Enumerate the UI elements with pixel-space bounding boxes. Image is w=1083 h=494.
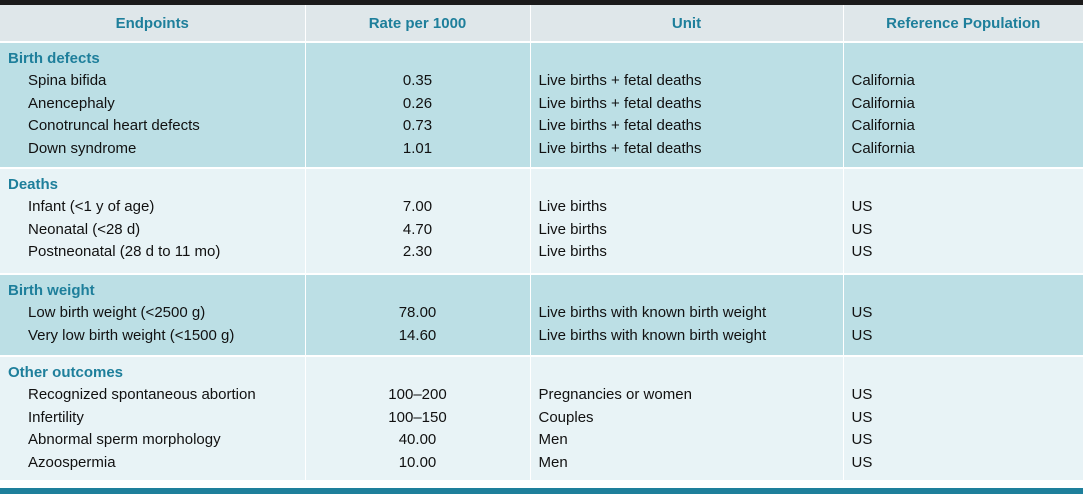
endpoint-label: Down syndrome [28, 139, 137, 157]
reference-value: US [851, 408, 873, 426]
endpoint-label: Infertility [28, 408, 84, 426]
unit-value: Men [538, 453, 568, 471]
reference-value: California [851, 72, 915, 89]
unit-value: Live births [538, 198, 607, 215]
group-birth-weight: Birth weight Low birth weight (<2500 g) … [0, 274, 1083, 357]
reference-value: California [851, 94, 915, 112]
unit-value: Live births [538, 243, 607, 260]
rate-value: 0.26 [402, 94, 433, 112]
reference-value: US [851, 220, 873, 238]
endpoint-label: Low birth weight (<2500 g) [28, 304, 206, 321]
rate-value: 4.70 [402, 220, 433, 238]
group-birth-defects: Birth defects Spina bifida Anencephaly C… [0, 42, 1083, 169]
rate-value: 10.00 [398, 453, 437, 471]
rate-value: 2.30 [402, 243, 433, 260]
endpoint-label: Recognized spontaneous abortion [28, 386, 256, 403]
reference-value: California [851, 117, 915, 134]
unit-value: Live births with known birth weight [538, 326, 767, 344]
reference-value: US [851, 431, 873, 448]
group-other-outcomes: Other outcomes Recognized spontaneous ab… [0, 356, 1083, 482]
rate-value: 7.00 [402, 198, 433, 215]
rates-table: Endpoints Rate per 1000 Unit Reference P… [0, 5, 1083, 482]
endpoint-label: Conotruncal heart defects [28, 117, 200, 134]
unit-value: Live births with known birth weight [538, 304, 767, 321]
rate-value: 100–150 [388, 408, 447, 426]
endpoint-label: Neonatal (<28 d) [28, 220, 141, 238]
rate-value: 14.60 [398, 326, 437, 344]
reference-value: US [851, 386, 873, 403]
rate-value: 0.73 [402, 117, 433, 134]
header-rate: Rate per 1000 [304, 5, 530, 43]
endpoint-label: Postneonatal (28 d to 11 mo) [28, 243, 221, 260]
endpoint-label: Spina bifida [28, 72, 107, 89]
unit-value: Pregnancies or women [538, 386, 692, 403]
endpoint-label: Very low birth weight (<1500 g) [28, 326, 235, 344]
unit-value: Live births + fetal deaths [538, 72, 702, 89]
unit-value: Live births + fetal deaths [538, 94, 702, 112]
group-title: Other outcomes [8, 364, 124, 381]
header-endpoints: Endpoints [0, 5, 305, 43]
bottom-rule [0, 488, 1083, 494]
unit-value: Live births [538, 220, 607, 238]
unit-value: Live births + fetal deaths [538, 117, 702, 134]
endpoint-label: Abnormal sperm morphology [28, 431, 221, 448]
reference-value: US [851, 326, 873, 344]
group-title: Birth weight [8, 282, 95, 299]
header-unit: Unit [529, 5, 843, 43]
rate-value: 78.00 [398, 304, 437, 321]
reference-value: US [851, 243, 873, 260]
endpoint-label: Anencephaly [28, 94, 115, 112]
header-reference-population: Reference Population [842, 5, 1083, 43]
group-deaths: Deaths Infant (<1 y of age) Neonatal (<2… [0, 168, 1083, 275]
endpoint-label: Azoospermia [28, 453, 116, 471]
rate-value: 1.01 [402, 139, 433, 157]
unit-value: Live births + fetal deaths [538, 139, 702, 157]
reference-value: US [851, 198, 873, 215]
reference-value: US [851, 453, 873, 471]
rate-value: 100–200 [388, 386, 447, 403]
group-title: Birth defects [8, 50, 100, 67]
reference-value: California [851, 139, 915, 157]
group-title: Deaths [8, 176, 59, 193]
unit-value: Couples [538, 408, 594, 426]
endpoint-label: Infant (<1 y of age) [28, 198, 155, 215]
rate-value: 0.35 [402, 72, 433, 89]
table-frame: Endpoints Rate per 1000 Unit Reference P… [0, 5, 1083, 494]
header-row: Endpoints Rate per 1000 Unit Reference P… [0, 5, 1083, 43]
unit-value: Men [538, 431, 568, 448]
rate-value: 40.00 [398, 431, 437, 448]
reference-value: US [851, 304, 873, 321]
